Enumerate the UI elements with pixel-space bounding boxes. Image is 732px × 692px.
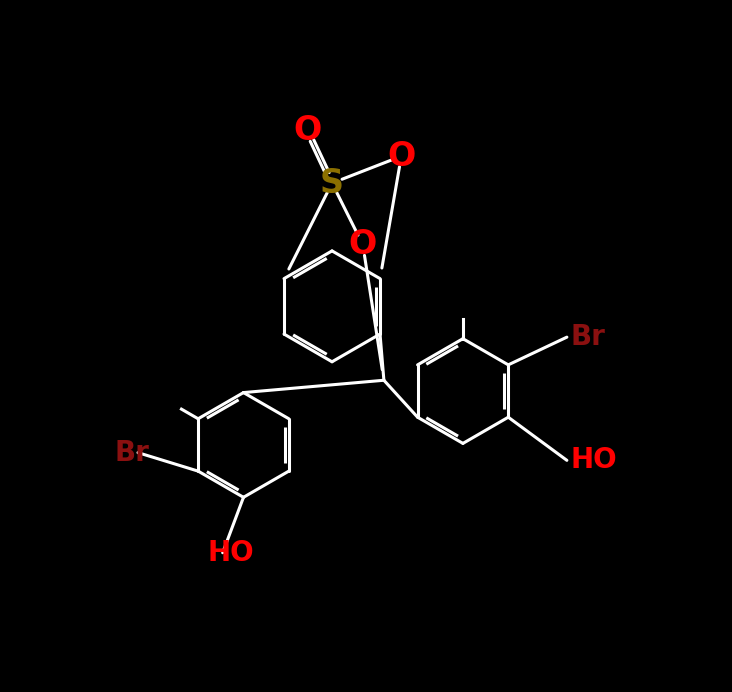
Text: Br: Br	[571, 323, 605, 351]
Text: HO: HO	[571, 446, 617, 474]
Text: O: O	[348, 228, 377, 262]
Text: S: S	[320, 167, 344, 199]
Text: Br: Br	[115, 439, 150, 466]
Text: O: O	[294, 114, 321, 147]
Text: O: O	[387, 140, 416, 173]
Text: HO: HO	[207, 539, 254, 567]
